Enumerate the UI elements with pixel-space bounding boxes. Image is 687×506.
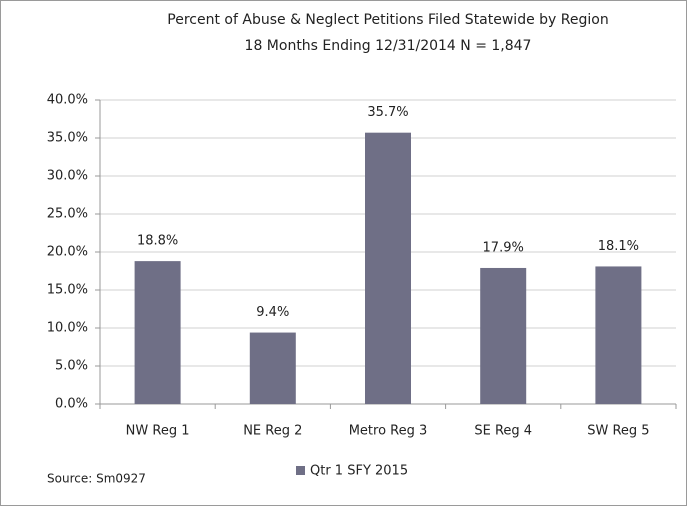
chart-subtitle: 18 Months Ending 12/31/2014 N = 1,847 (245, 38, 532, 54)
x-tick-label: SW Reg 5 (587, 424, 649, 439)
chart-title: Percent of Abuse & Neglect Petitions Fil… (167, 12, 608, 28)
bar (365, 132, 411, 404)
bar (249, 332, 296, 404)
data-label: 35.7% (367, 105, 408, 120)
y-tick-label: 25.0% (47, 207, 88, 222)
x-tick-label: SE Reg 4 (474, 424, 532, 439)
data-label: 18.8% (137, 234, 178, 249)
y-tick-label: 10.0% (47, 321, 88, 336)
y-tick-label: 35.0% (47, 131, 88, 146)
data-label: 18.1% (598, 239, 639, 254)
y-tick-label: 40.0% (47, 93, 88, 108)
x-tick-label: Metro Reg 3 (349, 424, 428, 439)
data-label: 9.4% (256, 305, 289, 320)
y-tick-label: 5.0% (55, 359, 88, 374)
x-tick-label: NW Reg 1 (126, 424, 190, 439)
x-tick-label: NE Reg 2 (243, 424, 302, 439)
data-label: 17.9% (483, 240, 524, 255)
y-tick-label: 0.0% (55, 397, 88, 412)
bar (134, 261, 181, 404)
legend-swatch (296, 466, 305, 475)
legend-label: Qtr 1 SFY 2015 (310, 464, 408, 479)
bar (595, 266, 642, 404)
y-tick-label: 30.0% (47, 169, 88, 184)
y-tick-label: 15.0% (47, 283, 88, 298)
bar (480, 267, 527, 404)
y-tick-label: 20.0% (47, 245, 88, 260)
source-note: Source: Sm0927 (47, 472, 146, 486)
